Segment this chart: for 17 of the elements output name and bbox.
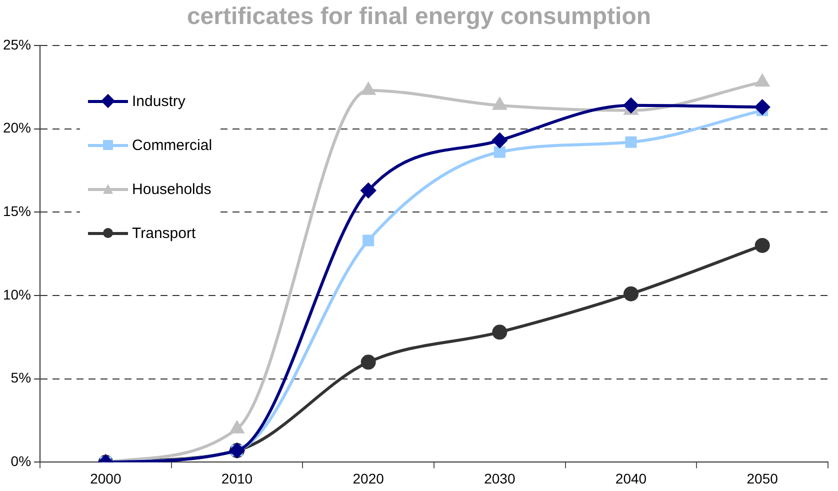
legend-label: Industry xyxy=(132,92,186,110)
x-tick-label: 2010 xyxy=(221,470,253,486)
y-tick-label: 25% xyxy=(2,36,32,52)
y-tick-label: 0% xyxy=(10,453,32,470)
x-tick-label: 2000 xyxy=(90,470,122,486)
y-tick-label: 10% xyxy=(2,286,32,302)
y-tick-label: 20% xyxy=(2,120,32,136)
legend-label: Households xyxy=(132,180,212,198)
y-tick-label: 5% xyxy=(10,370,32,386)
x-tick-label: 2030 xyxy=(484,470,516,486)
legend-label: Commercial xyxy=(132,136,212,154)
x-tick-label: 2050 xyxy=(746,470,778,486)
y-tick-label: 15% xyxy=(2,202,32,219)
x-tick-label: 2040 xyxy=(615,470,647,486)
legend-label: Transport xyxy=(132,224,196,242)
chart-title: certificates for final energy consumption xyxy=(186,2,652,32)
x-tick-label: 2020 xyxy=(352,470,384,486)
